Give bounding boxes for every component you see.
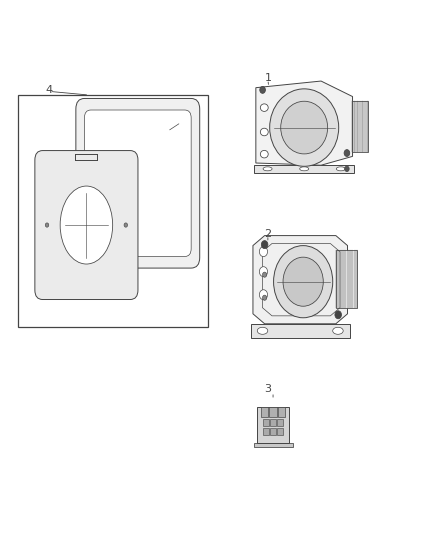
Circle shape [344,150,350,157]
Text: 5: 5 [63,199,70,209]
Bar [251,324,350,338]
Bar [270,429,276,435]
Text: 4: 4 [46,85,53,95]
Bar [257,407,289,442]
Ellipse shape [270,89,339,166]
Bar [18,95,208,327]
Ellipse shape [274,246,333,318]
Bar [277,429,283,435]
Bar [263,429,269,435]
Circle shape [259,247,268,256]
Bar [278,407,285,417]
Circle shape [262,295,267,300]
Circle shape [262,272,267,277]
Bar [261,407,268,417]
Ellipse shape [281,101,328,154]
Polygon shape [253,236,347,324]
Ellipse shape [300,167,309,171]
Bar [263,419,269,426]
Circle shape [45,223,49,227]
Bar [270,419,276,426]
Polygon shape [256,81,353,165]
Bar [269,407,277,417]
Circle shape [259,266,268,277]
Circle shape [345,166,349,172]
Ellipse shape [333,327,343,334]
Text: 1: 1 [265,72,272,83]
Ellipse shape [283,257,323,306]
Ellipse shape [257,327,268,334]
Ellipse shape [60,186,113,264]
Circle shape [335,311,342,319]
Bar [352,101,368,152]
Text: 3: 3 [265,384,272,394]
FancyBboxPatch shape [254,165,354,173]
Ellipse shape [336,167,345,171]
Circle shape [259,290,268,300]
Circle shape [124,223,127,227]
Circle shape [260,86,265,93]
FancyBboxPatch shape [85,110,191,256]
FancyBboxPatch shape [76,99,200,268]
FancyBboxPatch shape [35,150,138,300]
Bar [277,419,283,426]
Ellipse shape [260,150,268,158]
Bar [254,442,293,447]
Text: 2: 2 [264,229,272,239]
Bar [336,249,357,308]
Circle shape [261,240,268,248]
Ellipse shape [263,167,272,171]
Ellipse shape [260,104,268,111]
Ellipse shape [260,128,268,136]
